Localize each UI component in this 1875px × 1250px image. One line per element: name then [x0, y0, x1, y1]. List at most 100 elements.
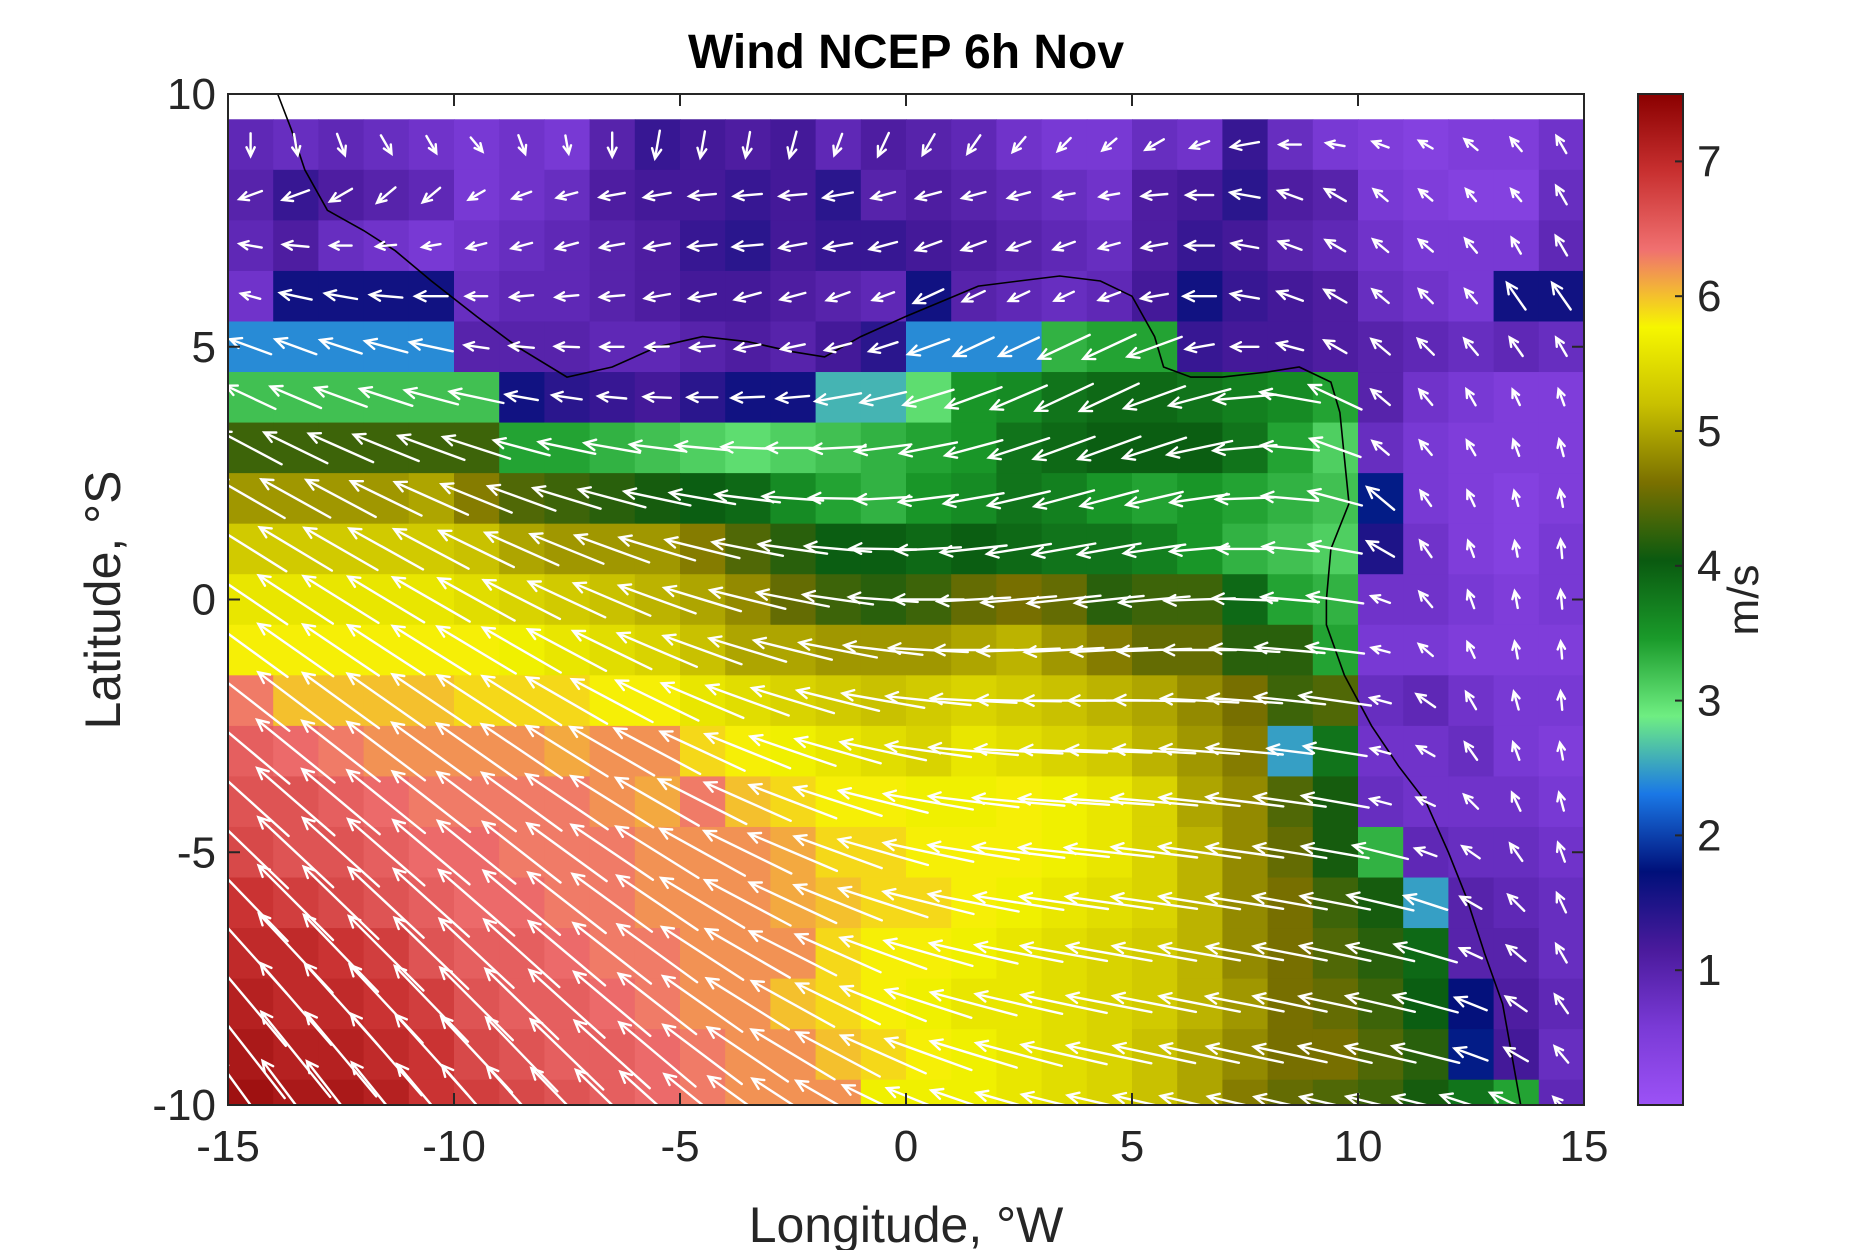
wind-arrow: [1251, 841, 1328, 860]
wind-arrow: [480, 674, 563, 727]
wind-arrow: [973, 990, 1064, 1015]
wind-arrow: [389, 721, 472, 781]
wind-arrow: [869, 190, 897, 202]
heatmap-cell: [544, 1079, 591, 1105]
wind-arrow: [1251, 992, 1328, 1013]
wind-arrow: [255, 766, 336, 837]
wind-arrow: [1022, 645, 1105, 658]
wind-arrow: [838, 1034, 927, 1075]
wind-arrow: [1204, 842, 1285, 859]
wind-arrow: [1350, 841, 1410, 861]
coastline: [276, 94, 1522, 1105]
wind-arrow: [616, 583, 697, 615]
wind-arrow: [351, 432, 420, 463]
wind-arrow: [786, 130, 798, 161]
y-axis-label: Latitude, °S: [75, 470, 131, 729]
wind-arrow: [1139, 240, 1169, 252]
wind-arrow: [1439, 1195, 1502, 1215]
wind-arrow: [1110, 941, 1198, 962]
wind-arrow: [1064, 941, 1153, 962]
wind-arrow: [485, 483, 557, 512]
wind-arrow: [1123, 490, 1184, 509]
wind-arrow: [444, 1163, 509, 1249]
wind-arrow: [774, 391, 811, 404]
wind-arrow: [1465, 438, 1477, 457]
wind-arrow: [1016, 792, 1111, 806]
heatmap-cell: [1494, 1181, 1540, 1232]
wind-arrow: [973, 1089, 1024, 1105]
wind-arrow: [1417, 589, 1434, 609]
wind-arrow: [1297, 690, 1373, 707]
colorbar: 1 2 3 4 5 6 7 m/s: [1637, 93, 1768, 1106]
wind-arrow: [1302, 1195, 1370, 1215]
wind-arrow: [1451, 1046, 1489, 1062]
wind-arrow: [838, 935, 928, 971]
wind-arrow: [463, 291, 489, 302]
wind-arrow: [1063, 891, 1154, 911]
wind-arrow: [1343, 1042, 1417, 1064]
wind-arrow: [1265, 743, 1314, 757]
wind-arrow: [1299, 791, 1370, 809]
wind-arrow: [1204, 892, 1285, 910]
wind-arrow: [507, 291, 535, 302]
wind-arrow: [1274, 340, 1305, 352]
wind-arrow: [1510, 235, 1522, 255]
wind-arrow: [1016, 842, 1111, 859]
wind-arrow: [662, 1072, 705, 1105]
wind-arrow: [778, 342, 806, 353]
wind-vectors: [228, 129, 1572, 1249]
wind-arrow: [613, 776, 700, 827]
wind-arrow: [570, 629, 653, 671]
heatmap-cell: [408, 1079, 455, 1105]
y-axis-ticks: -10 -5 0 5 10: [152, 70, 1584, 1130]
x-tick-label: -5: [660, 1122, 699, 1171]
wind-arrow: [481, 869, 562, 936]
wind-arrow: [749, 685, 836, 715]
wind-arrow: [1019, 1090, 1070, 1105]
wind-arrow: [1036, 333, 1091, 360]
wind-arrow: [661, 584, 743, 613]
wind-arrow: [642, 240, 672, 252]
wind-arrow: [808, 442, 867, 456]
wind-arrow: [1068, 645, 1149, 658]
wind-arrow: [965, 134, 982, 157]
wind-arrow: [390, 672, 472, 729]
colorbar-tick-label: 1: [1697, 946, 1721, 995]
wind-arrow: [1555, 890, 1568, 914]
wind-arrow: [1251, 1042, 1328, 1064]
wind-arrow: [1052, 290, 1075, 302]
wind-arrow: [533, 1166, 601, 1247]
wind-arrow: [1416, 237, 1434, 253]
wind-arrow: [1369, 644, 1391, 655]
wind-arrow: [1555, 840, 1566, 863]
wind-arrow: [1204, 742, 1284, 756]
wind-arrow: [280, 239, 310, 251]
wind-arrow: [867, 240, 899, 253]
wind-arrow: [1371, 187, 1389, 203]
wind-arrow: [794, 1031, 881, 1078]
wind-arrow: [884, 1086, 932, 1105]
wind-arrow: [228, 730, 291, 785]
wind-arrow: [261, 431, 329, 465]
wind-arrow: [838, 984, 927, 1023]
wind-arrow: [481, 578, 562, 621]
heatmap-cell: [318, 1130, 364, 1181]
wind-arrow: [350, 1060, 388, 1105]
wind-arrow: [1466, 538, 1476, 559]
heatmap-cell: [816, 1130, 862, 1181]
wind-arrow: [549, 390, 583, 403]
wind-arrow: [704, 976, 790, 1031]
wind-arrow: [1466, 488, 1476, 508]
wind-arrow: [986, 436, 1051, 461]
wind-arrow: [1203, 791, 1285, 808]
wind-arrow: [876, 131, 890, 159]
wind-arrow: [959, 240, 987, 253]
wind-arrow: [960, 289, 986, 303]
wind-arrow: [302, 526, 379, 572]
wind-arrow: [480, 820, 562, 884]
heatmap-cell: [1403, 1181, 1449, 1232]
wind-arrow: [1511, 437, 1521, 457]
wind-arrow: [1075, 542, 1142, 559]
wind-arrow: [1511, 739, 1521, 761]
colorbar-tick-label: 7: [1697, 137, 1721, 186]
